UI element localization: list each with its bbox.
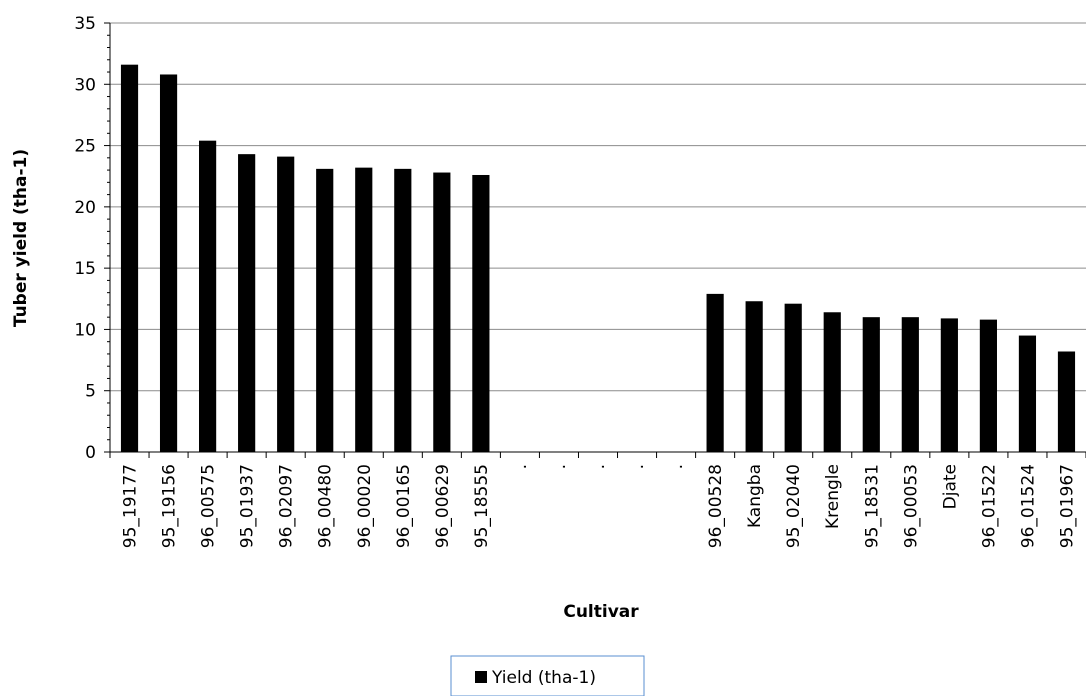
legend-swatch [475,671,487,683]
x-tick-labels: 95_19177 95_19156 96_00575 95_01937 96_02097… [121,464,1078,548]
y-tick-label: 0 [85,443,96,463]
y-tick-label: 15 [74,259,96,279]
bar [316,168,334,453]
x-tick-label: 95_01937 [238,464,258,548]
x-tick-label: 96_00575 [199,464,219,548]
bars [120,64,1076,453]
y-tick-label: 30 [74,75,96,95]
x-tick-label: 95_02040 [784,464,804,548]
bar [120,64,139,452]
x-tick-label: . [550,464,570,469]
bar [1057,351,1076,452]
bar [745,301,763,452]
x-tick-label: 96_00629 [433,464,453,548]
x-tick-label: 95_01967 [1057,464,1077,548]
y-tick-labels: 0 5 10 15 20 25 30 35 [74,14,96,463]
bar [277,156,295,453]
x-tick-label: 96_00053 [901,464,921,548]
bar [1018,335,1037,452]
x-tick-label: 96_00020 [355,464,375,548]
y-axis-title: Tuber yield (tha-1) [11,149,31,327]
axes [104,22,1086,458]
x-tick-label: . [511,464,531,469]
bar [355,167,373,453]
x-tick-label: 96_01522 [979,464,999,548]
y-tick-label: 25 [74,137,96,157]
bar [159,74,178,452]
legend-label: Yield (tha-1) [491,668,596,688]
x-tick-label: 95_18531 [862,464,882,548]
bar [784,303,802,452]
x-tick-label: 96_02097 [277,464,297,548]
bar [199,140,217,452]
x-tick-label: 95_19156 [160,464,180,548]
x-tick-label: Krengle [823,464,843,529]
gridlines [110,22,1086,392]
x-tick-label: Kangba [745,464,765,528]
x-tick-label: . [589,464,609,469]
bar [706,293,724,452]
bar [823,312,841,452]
bar [862,317,880,452]
y-tick-label: 35 [74,14,96,34]
bar [394,168,412,453]
bar [940,318,958,452]
bar [472,174,490,452]
x-tick-label: 96_00528 [706,464,726,548]
x-tick-label: 96_00165 [394,464,414,548]
x-tick-label: 96_01524 [1018,464,1038,548]
x-tick-label: Djate [940,464,960,509]
x-tick-label: 95_18555 [472,464,492,548]
x-tick-label: . [667,464,687,469]
y-tick-label: 5 [85,382,96,402]
x-tick-label: 96_00480 [316,464,336,548]
bar [238,154,256,452]
bar [433,172,451,452]
x-axis-title: Cultivar [563,602,639,622]
bar [901,317,919,452]
y-tick-label: 10 [74,320,96,340]
bar [979,319,997,452]
y-tick-label: 20 [74,198,96,218]
x-tick-label: 95_19177 [121,464,141,548]
legend: Yield (tha-1) [450,655,645,696]
x-tick-label: . [628,464,648,469]
